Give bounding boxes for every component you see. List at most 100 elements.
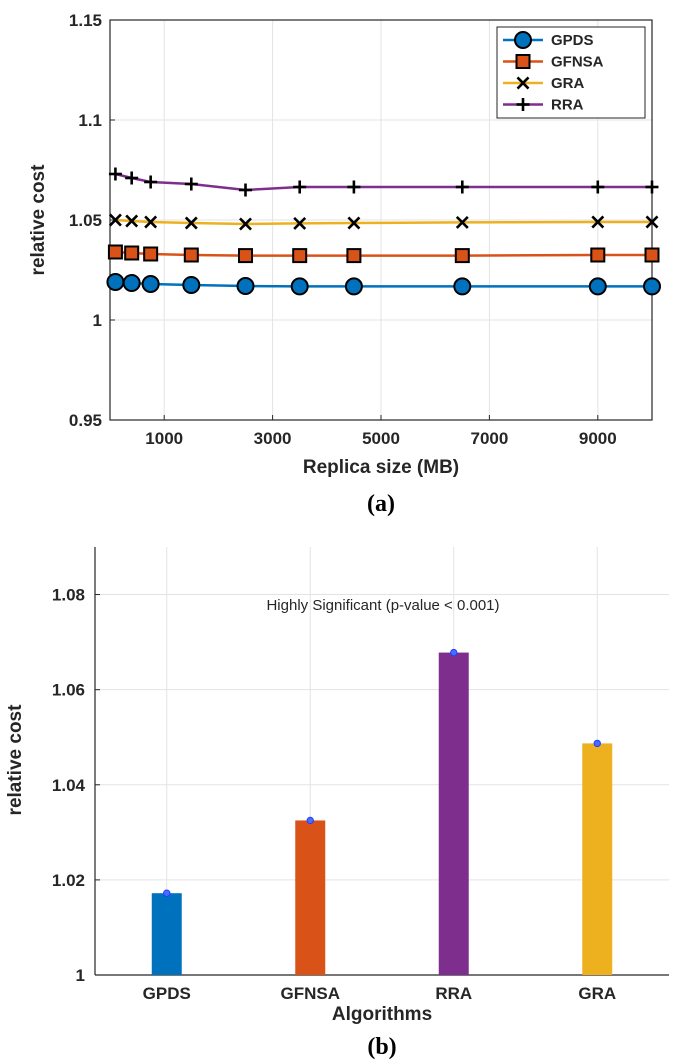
series-line-gfnsa <box>115 250 652 257</box>
x-tick-label-a: 9000 <box>579 429 617 448</box>
x-tick-label-a: 1000 <box>145 429 183 448</box>
data-point-gra <box>347 216 361 230</box>
legend-item-gra: GRA <box>503 75 585 92</box>
data-point-rra <box>645 180 659 194</box>
legend-label-rra: RRA <box>551 97 584 114</box>
data-point-gra <box>184 216 198 230</box>
legend-item-rra: RRA <box>503 97 584 114</box>
data-point-gra-stroke-2 <box>239 217 252 231</box>
bar-gpds <box>151 893 182 975</box>
data-point-gpds <box>588 277 607 296</box>
significance-annotation: Highly Significant (p-value < 0.001) <box>266 597 499 614</box>
x-tick-label-gfnsa: GFNSA <box>281 984 341 1003</box>
data-point-rra <box>591 180 605 194</box>
legend-marker-gra-stroke-2 <box>516 76 530 90</box>
data-point-gfnsa <box>238 248 253 264</box>
mean-marker-rra <box>450 648 458 657</box>
y-tick-label-b: 1.04 <box>52 776 86 795</box>
x-tick-label-rra: RRA <box>435 984 472 1003</box>
data-point-rra <box>108 167 122 181</box>
data-point-rra <box>184 177 198 191</box>
legend-marker-gpds <box>514 31 532 49</box>
data-point-gfnsa <box>143 246 159 262</box>
mean-marker-gfnsa <box>306 816 314 825</box>
y-tick-label-b: 1.02 <box>52 871 85 890</box>
y-tick-label-a: 1.15 <box>69 11 102 30</box>
data-point-gpds <box>643 277 661 296</box>
ticks-a: 1000 3000 5000 7000 9000 0.95 1 1.05 1.1 1.15 <box>69 11 617 448</box>
mean-marker-gpds <box>163 889 171 897</box>
data-point-gfnsa <box>590 247 606 263</box>
error-bar-gfnsa <box>306 816 314 825</box>
data-point-gfnsa <box>644 247 660 263</box>
legend-marker-gfnsa <box>515 54 531 69</box>
data-point-gfnsa <box>107 244 123 260</box>
data-point-gra-stroke-2 <box>645 215 659 229</box>
y-tick-label-a: 1 <box>93 311 102 330</box>
data-point-gpds <box>453 277 472 296</box>
data-point-gra-stroke-2 <box>184 216 198 230</box>
bars-group-b <box>151 648 613 975</box>
data-point-gpds <box>106 273 125 291</box>
x-tick-label-a: 7000 <box>470 429 508 448</box>
series-group-a <box>106 167 661 296</box>
y-axis-label-b: relative cost <box>5 704 26 816</box>
data-point-gra <box>645 215 659 229</box>
panel-label-b: (b) <box>367 1034 396 1060</box>
series-rra <box>108 167 659 197</box>
data-point-gra-stroke-2 <box>293 216 307 230</box>
data-point-gra-stroke-2 <box>591 215 605 229</box>
y-tick-label-a: 1.1 <box>78 111 102 130</box>
data-point-gra-stroke-2 <box>144 215 158 229</box>
y-tick-label-b: 1.06 <box>52 681 85 700</box>
error-bar-gpds <box>163 889 171 897</box>
mean-marker-gra <box>593 739 601 748</box>
data-point-gpds <box>122 274 141 292</box>
error-bar-gra <box>593 739 601 748</box>
data-point-gfnsa <box>292 248 308 264</box>
data-point-gra <box>293 216 307 230</box>
line-chart-panel-a: 1000 3000 5000 7000 9000 0.95 1 1.05 1.1 1.15 GPD… <box>28 11 661 517</box>
data-point-gfnsa <box>454 248 470 264</box>
data-point-gra-stroke-2 <box>455 215 469 229</box>
series-gra <box>108 213 659 231</box>
data-point-gpds <box>141 275 160 293</box>
series-line-gpds <box>115 280 652 288</box>
legend-a: GPDS GFNSA GRA RRA <box>496 26 646 119</box>
panel-label-a: (a) <box>367 491 395 517</box>
x-axis-label-b: Algorithms <box>332 1004 432 1025</box>
data-point-rra <box>239 183 252 197</box>
y-tick-label-b: 1 <box>76 966 85 985</box>
legend-label-gfnsa: GFNSA <box>551 54 604 71</box>
data-point-rra <box>347 180 361 194</box>
data-point-gpds <box>290 277 309 296</box>
error-bar-rra <box>450 648 458 657</box>
data-point-gra <box>239 217 252 231</box>
data-point-gfnsa <box>346 248 362 264</box>
bar-chart-panel-b: 1 1.02 1.04 1.06 1.08 GPDS GFNSA RRA GRA Highly … <box>5 547 669 1060</box>
data-point-gra <box>108 213 122 227</box>
data-point-gra <box>144 215 158 229</box>
x-axis-label-a: Replica size (MB) <box>303 457 459 478</box>
legend-label-gra: GRA <box>551 75 585 92</box>
y-tick-label-a: 0.95 <box>69 411 102 430</box>
series-line-gra <box>115 218 652 226</box>
data-point-rra <box>293 180 307 194</box>
data-point-gra-stroke-2 <box>108 213 122 227</box>
legend-item-gfnsa: GFNSA <box>503 54 604 71</box>
data-point-rra <box>144 175 158 189</box>
data-point-rra <box>455 180 469 194</box>
ticks-b: 1 1.02 1.04 1.06 1.08 GPDS GFNSA RRA GRA <box>52 586 616 1003</box>
data-point-gpds <box>344 277 363 296</box>
y-axis-label-a: relative cost <box>28 164 49 276</box>
bar-rra <box>438 652 469 975</box>
bar-gfnsa <box>295 820 326 975</box>
data-point-gra <box>125 214 139 228</box>
data-point-gra <box>455 215 469 229</box>
data-point-gpds <box>236 277 255 295</box>
x-tick-label-a: 3000 <box>254 429 292 448</box>
data-point-gra <box>591 215 605 229</box>
data-point-gfnsa <box>183 247 199 263</box>
data-point-gfnsa <box>124 245 140 261</box>
data-point-gra-stroke-2 <box>347 216 361 230</box>
